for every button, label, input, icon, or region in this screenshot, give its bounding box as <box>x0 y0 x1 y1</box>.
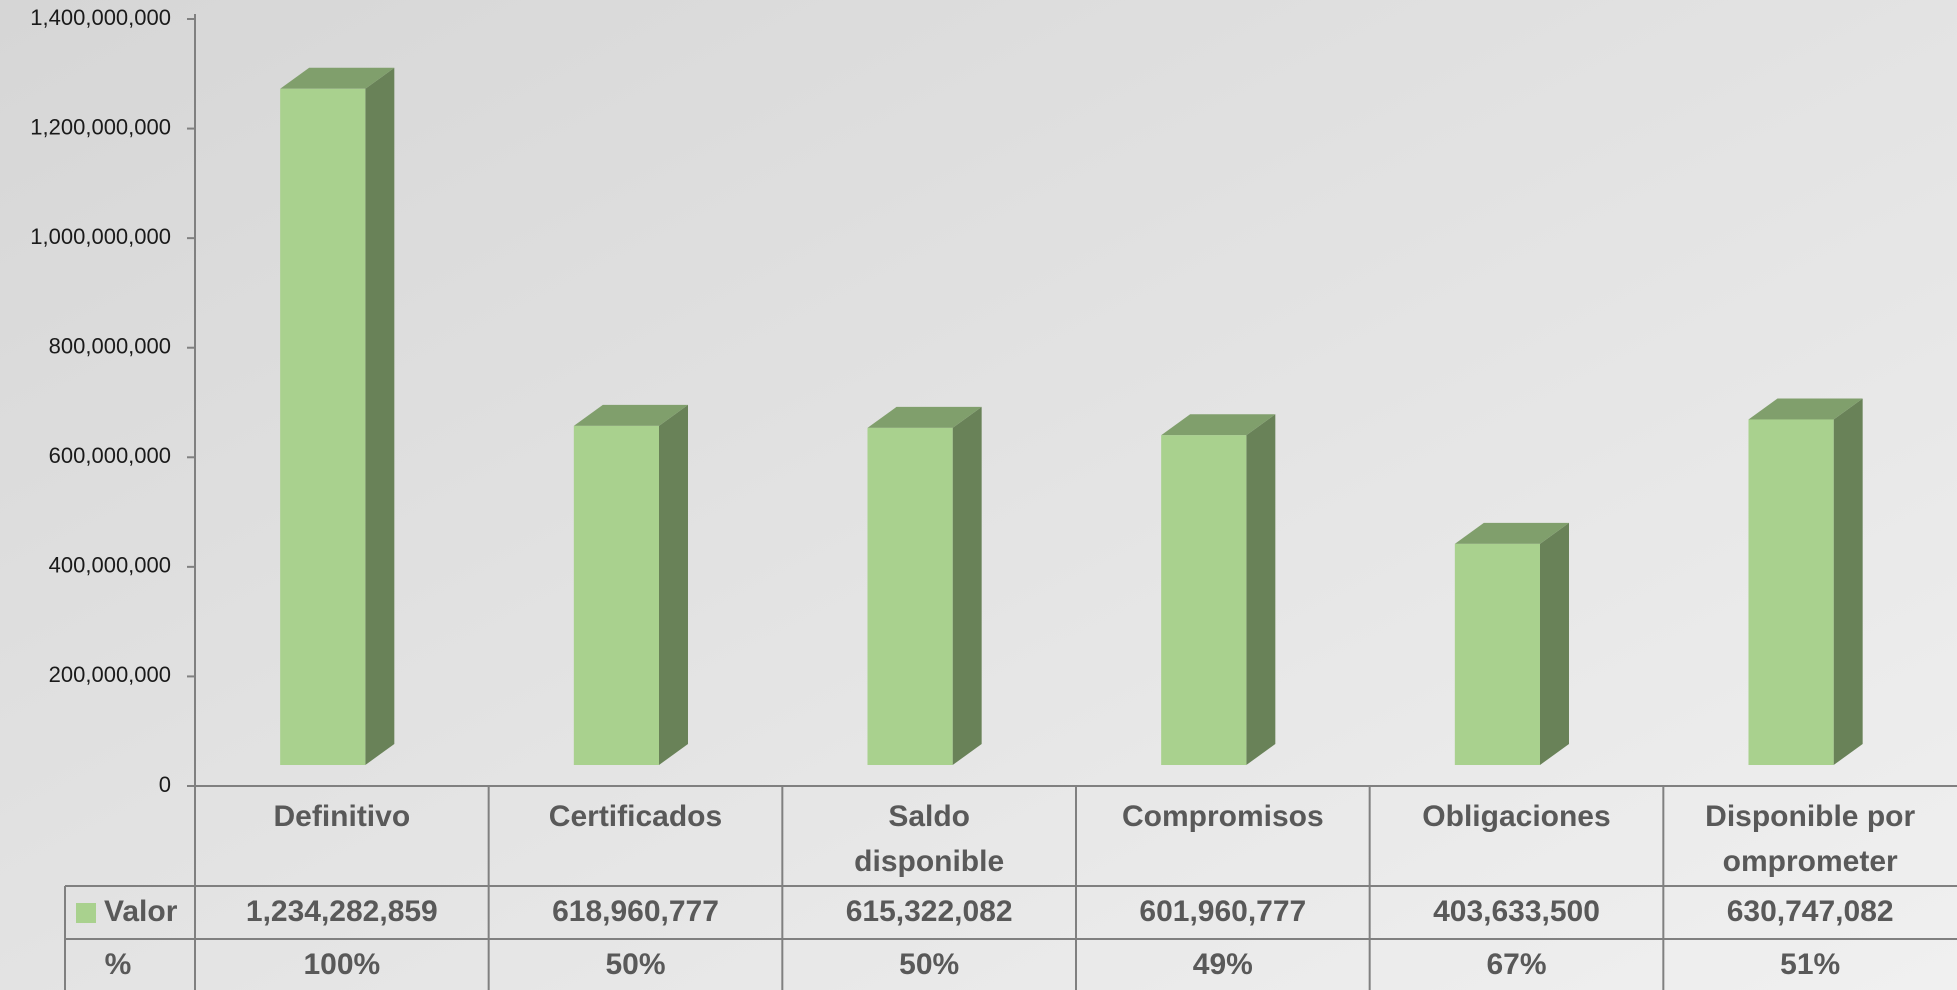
bar-side <box>1539 522 1569 765</box>
value-cell: 615,322,082 <box>846 895 1013 928</box>
x-tick-label: Definitivo <box>273 800 410 833</box>
x-tick-label: Compromisos <box>1122 800 1324 833</box>
value-cell: 618,960,777 <box>552 895 719 928</box>
x-tick-label: Certificados <box>549 800 722 833</box>
bar-side <box>658 404 688 765</box>
percent-cell: 51% <box>1780 948 1840 981</box>
value-cell: 403,633,500 <box>1433 895 1600 928</box>
bar <box>280 88 366 766</box>
bar-top <box>1748 398 1863 420</box>
bar-top <box>1161 414 1276 436</box>
x-tick-label: Saldo disponible <box>854 800 1004 878</box>
value-cell: 1,234,282,859 <box>246 895 438 928</box>
percent-cell: 50% <box>899 948 959 981</box>
bar-top <box>867 406 982 428</box>
bar-side <box>1833 398 1863 765</box>
bar <box>1454 543 1540 765</box>
bar <box>1161 435 1247 765</box>
percent-cell: 49% <box>1193 948 1253 981</box>
percent-cell: 50% <box>605 948 665 981</box>
percent-cell: 67% <box>1486 948 1546 981</box>
y-tick-label: 600,000,000 <box>49 443 171 468</box>
y-tick-label: 1,200,000,000 <box>30 114 171 139</box>
bar <box>573 425 659 765</box>
y-tick-label: 0 <box>159 772 171 797</box>
y-tick-label: 1,000,000,000 <box>30 224 171 249</box>
bar-top <box>573 404 688 426</box>
x-tick-label: Disponible por omprometer <box>1705 800 1915 878</box>
bar-top <box>280 67 395 89</box>
value-cell: 630,747,082 <box>1727 895 1894 928</box>
y-tick-label: 1,400,000,000 <box>30 5 171 30</box>
legend-swatch <box>76 903 96 923</box>
bar <box>867 427 953 765</box>
bar-side <box>1246 414 1276 765</box>
legend-label: Valor <box>104 895 178 928</box>
bar-side <box>952 406 982 765</box>
bar-side <box>365 67 395 766</box>
row-label: % <box>105 948 132 981</box>
bar-top <box>1454 522 1569 544</box>
y-tick-label: 200,000,000 <box>49 662 171 687</box>
y-tick-label: 800,000,000 <box>49 334 171 359</box>
y-tick-label: 400,000,000 <box>49 553 171 578</box>
percent-cell: 100% <box>303 948 380 981</box>
value-cell: 601,960,777 <box>1139 895 1306 928</box>
bar <box>1748 419 1834 765</box>
x-tick-label: Obligaciones <box>1422 800 1610 833</box>
